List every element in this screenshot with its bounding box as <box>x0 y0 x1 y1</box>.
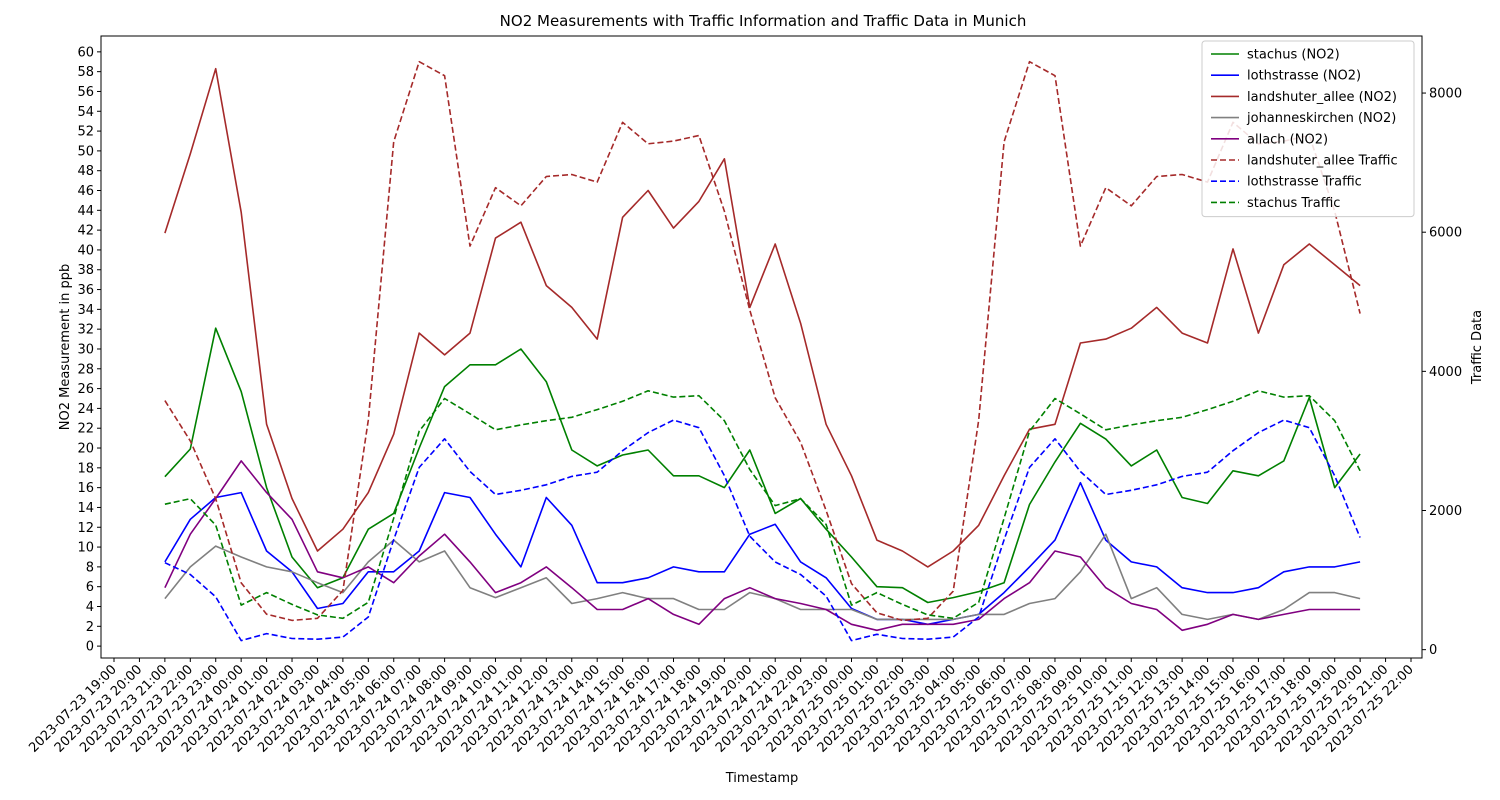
y2-tick-label: 4000 <box>1429 365 1462 380</box>
y-tick-label: 20 <box>77 442 94 457</box>
y-tick-label: 44 <box>77 204 94 219</box>
y-axis: 0246810121416182022242628303234363840424… <box>77 45 101 655</box>
y-tick-label: 42 <box>77 224 94 239</box>
plot-frame <box>100 35 1423 659</box>
y-tick-label: 38 <box>77 263 94 278</box>
y-tick-label: 12 <box>77 521 94 536</box>
y-tick-label: 36 <box>77 283 94 298</box>
series-line-lothstrasse-no2 <box>164 481 1361 626</box>
y-tick-label: 54 <box>77 105 94 120</box>
y2-tick-label: 6000 <box>1429 226 1462 241</box>
y-tick-label: 48 <box>77 164 94 179</box>
y-tick-label: 30 <box>77 342 94 357</box>
legend: stachus (NO2) lothstrasse (NO2) landshuter… <box>1201 40 1415 218</box>
y-tick-label: 14 <box>77 501 94 516</box>
y-tick-label: 28 <box>77 362 94 377</box>
y-tick-label: 6 <box>86 580 94 595</box>
y-tick-label: 8 <box>86 560 94 575</box>
y-tick-label: 18 <box>77 461 94 476</box>
y-tick-label: 10 <box>77 541 94 556</box>
y2-tick-label: 0 <box>1429 643 1437 658</box>
y-tick-label: 60 <box>77 45 94 60</box>
plot-lines <box>164 60 1361 642</box>
y-tick-label: 46 <box>77 184 94 199</box>
legend-box <box>1201 40 1415 218</box>
x-axis-label: Timestamp <box>725 771 799 786</box>
y-axis-label: NO2 Measurement in ppb <box>58 264 73 430</box>
series-line-johanneskirchen-no2 <box>164 533 1361 621</box>
y2-axis-label: Traffic Data <box>1470 310 1485 385</box>
legend-label: lothstrasse (NO2) <box>1247 69 1361 84</box>
legend-label: lothstrasse Traffic <box>1247 175 1362 190</box>
series-line-stachus-no2 <box>164 327 1361 604</box>
chart-title: NO2 Measurements with Traffic Informatio… <box>500 12 1027 30</box>
y-tick-label: 16 <box>77 481 94 496</box>
legend-label: landshuter_allee (NO2) <box>1247 90 1397 105</box>
series-line-landshuter-allee-no2 <box>164 67 1361 568</box>
y-tick-label: 52 <box>77 125 94 140</box>
y-tick-label: 50 <box>77 144 94 159</box>
y-tick-label: 32 <box>77 323 94 338</box>
y-tick-label: 34 <box>77 303 94 318</box>
legend-label: landshuter_allee Traffic <box>1247 154 1398 169</box>
y-tick-label: 40 <box>77 243 94 258</box>
y-tick-label: 22 <box>77 422 94 437</box>
legend-label: stachus Traffic <box>1247 196 1340 211</box>
y-tick-label: 26 <box>77 382 94 397</box>
y2-tick-label: 2000 <box>1429 504 1462 519</box>
series-line-stachus-traffic <box>164 389 1361 620</box>
series-line-landshuter-allee-traffic <box>164 60 1361 622</box>
y-tick-label: 4 <box>86 600 94 615</box>
legend-label: allach (NO2) <box>1247 132 1328 147</box>
series-line-lothstrasse-traffic <box>164 419 1361 642</box>
y-tick-label: 2 <box>86 620 94 635</box>
series-line-allach-no2 <box>164 460 1361 632</box>
y2-tick-label: 8000 <box>1429 87 1462 102</box>
y-tick-label: 24 <box>77 402 94 417</box>
y-tick-label: 0 <box>86 640 94 655</box>
y-tick-label: 56 <box>77 85 94 100</box>
legend-label: stachus (NO2) <box>1247 48 1340 63</box>
legend-label: johanneskirchen (NO2) <box>1246 111 1396 126</box>
y2-axis: 0 2000 4000 6000 8000 <box>1422 87 1462 658</box>
y-tick-label: 58 <box>77 65 94 80</box>
